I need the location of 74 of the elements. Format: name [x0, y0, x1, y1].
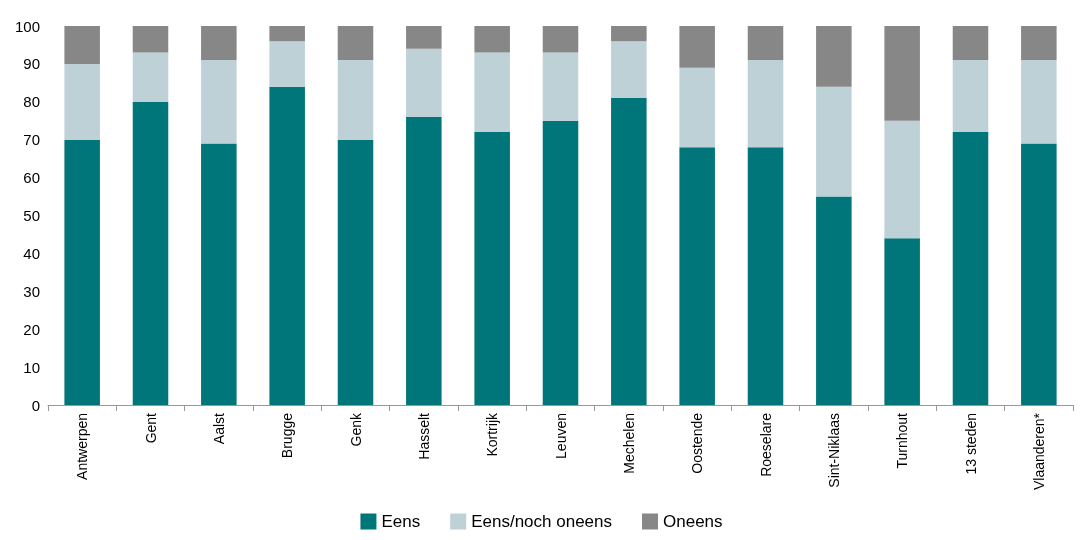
- bar: [679, 147, 715, 405]
- x-tick-label: Turnhout: [894, 412, 911, 469]
- legend-label: Oneens: [663, 512, 723, 531]
- bar: [406, 48, 442, 117]
- y-tick-label: 30: [23, 282, 40, 300]
- bar: [679, 26, 715, 68]
- bar: [1021, 143, 1057, 405]
- bar: [747, 26, 784, 61]
- bar: [337, 139, 374, 405]
- bar: [542, 52, 579, 121]
- bar: [952, 132, 989, 405]
- bar: [884, 238, 920, 405]
- x-tick-label: Gent: [142, 412, 159, 444]
- bar: [542, 120, 579, 405]
- x-tick-label: Oostende: [689, 412, 706, 474]
- x-tick-label: Roeselare: [757, 412, 774, 477]
- bar: [816, 196, 852, 405]
- bar: [611, 41, 647, 99]
- y-tick-label: 0: [31, 396, 40, 414]
- bar: [201, 143, 237, 405]
- y-tick-label: 10: [23, 358, 40, 376]
- x-tick-label: 13 steden: [962, 413, 979, 475]
- bar: [474, 52, 510, 133]
- bar: [1021, 26, 1057, 61]
- bar: [474, 132, 510, 405]
- bar: [816, 86, 852, 197]
- bar: [747, 147, 784, 405]
- bar: [201, 60, 237, 144]
- bar: [201, 26, 237, 61]
- bar: [269, 26, 305, 42]
- bar: [884, 26, 920, 121]
- x-tick-label: Hasselt: [415, 412, 432, 460]
- bar: [816, 26, 852, 87]
- bar: [269, 86, 305, 405]
- x-tick-label: Mechelen: [620, 413, 637, 474]
- x-tick-label: Sint-Niklaas: [825, 413, 842, 488]
- y-tick-label: 80: [23, 93, 40, 111]
- bar: [132, 52, 169, 102]
- y-tick-label: 90: [23, 55, 40, 73]
- x-tick-label: Vlaanderen*: [1030, 412, 1047, 491]
- x-tick-label: Kortrijk: [484, 412, 501, 457]
- bar: [679, 67, 715, 148]
- bar: [542, 26, 579, 53]
- bar: [611, 26, 647, 42]
- bar: [747, 60, 784, 148]
- x-tick-label: Leuven: [552, 413, 569, 459]
- bar: [64, 139, 100, 405]
- y-tick-label: 60: [23, 169, 40, 187]
- bar: [406, 26, 442, 49]
- bar: [337, 26, 374, 61]
- bar: [132, 26, 169, 53]
- y-tick-label: 50: [23, 207, 40, 224]
- bar: [64, 63, 100, 140]
- legend-label: Eens/noch oneens: [471, 512, 613, 531]
- y-tick-label: 70: [23, 131, 40, 149]
- bar: [132, 101, 169, 405]
- bar: [64, 26, 100, 64]
- x-tick-label: Genk: [347, 412, 364, 447]
- bar: [884, 120, 920, 239]
- y-tick-label: 40: [23, 244, 40, 262]
- y-tick-label: 100: [14, 17, 40, 35]
- bar: [952, 60, 989, 133]
- bar: [611, 98, 647, 405]
- x-tick-label: Antwerpen: [74, 413, 91, 480]
- bar: [269, 41, 305, 87]
- bar: [406, 116, 442, 405]
- bar: [1021, 60, 1057, 144]
- y-tick-label: 20: [23, 320, 40, 338]
- x-tick-label: Aalst: [210, 412, 227, 445]
- legend-label: Eens: [381, 512, 421, 531]
- bar: [952, 26, 989, 61]
- x-tick-label: Brugge: [279, 412, 296, 459]
- bar: [337, 60, 374, 140]
- bar: [474, 26, 510, 53]
